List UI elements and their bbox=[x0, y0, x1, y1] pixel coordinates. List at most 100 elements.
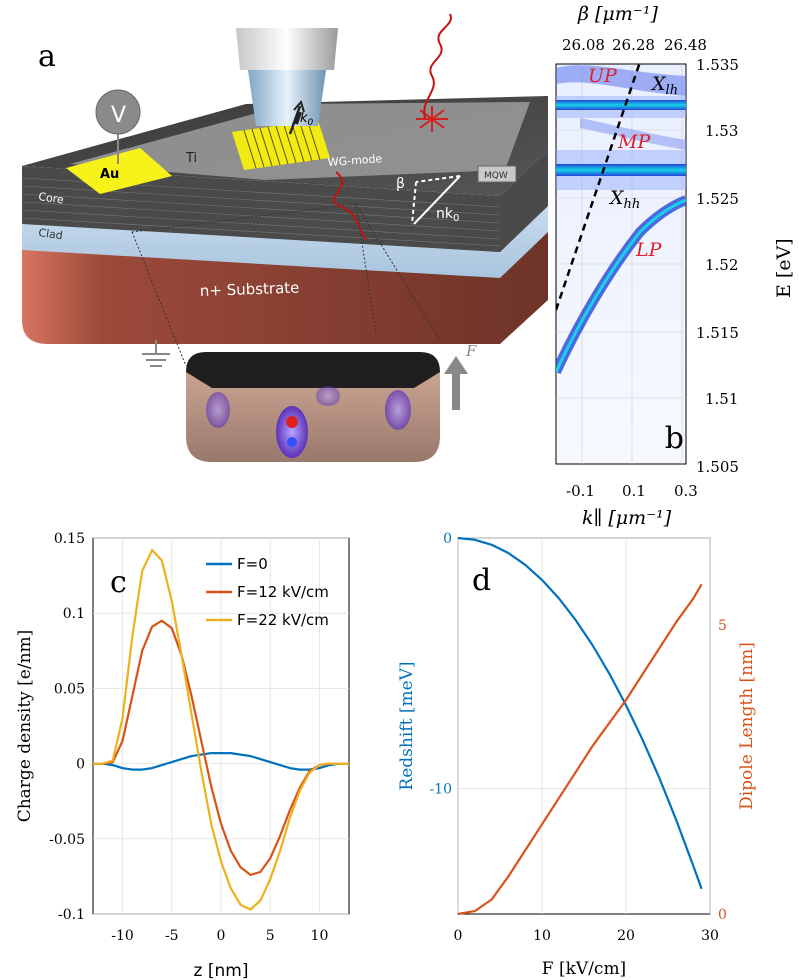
panel-d-xlabel: F [kV/cm] bbox=[542, 959, 626, 979]
right-tick: 1.53 bbox=[705, 122, 738, 140]
panel-c-legend: F=0 F=12 kV/cm F=22 kV/cm bbox=[206, 555, 329, 629]
panel-d-right-ticks: 50 bbox=[718, 618, 727, 923]
right-tick: 1.515 bbox=[696, 324, 739, 342]
y-tick-label: -0.1 bbox=[58, 907, 85, 923]
panel-d-left-label: Redshift [meV] bbox=[397, 661, 417, 790]
mqw-tag bbox=[477, 165, 517, 183]
panel-c-lines bbox=[93, 548, 349, 911]
panel-c-xlabel: z [nm] bbox=[194, 961, 249, 980]
panel-b-right-axis: 1.535 1.53 1.525 1.52 1.515 1.51 1.505 bbox=[696, 56, 739, 476]
series-line bbox=[93, 548, 349, 911]
ground-icon bbox=[142, 340, 170, 367]
field-label: F bbox=[465, 342, 477, 360]
panel-b-top-axis: 26.08 26.28 26.48 bbox=[562, 36, 707, 54]
excitons bbox=[206, 386, 411, 458]
panel-d-lines bbox=[457, 536, 703, 916]
panel-d-left-ticks: 0 -10 bbox=[429, 531, 452, 798]
panel-b-map bbox=[556, 64, 686, 464]
legend-label: F=22 kV/cm bbox=[237, 611, 329, 629]
panel-d: 0 10 20 30 0 -10 50 d Redshift [meV] Dipole … bbox=[397, 531, 757, 979]
y-tick-label: 0.15 bbox=[54, 531, 85, 547]
panel-c: -10 -5 0 5 10 0.15 0.1 0.05 0 -0.05 -0.1 c Charge… bbox=[15, 531, 350, 980]
panel-d-frame bbox=[457, 537, 711, 915]
grating-lines bbox=[243, 121, 321, 169]
legend-label: F=0 bbox=[237, 555, 268, 573]
label-up: UP bbox=[588, 65, 618, 87]
top-tick: 26.48 bbox=[664, 36, 707, 54]
right-tick: 1.525 bbox=[696, 190, 739, 208]
top-axis-label: β [μm⁻¹] bbox=[577, 3, 658, 25]
k0-arrow bbox=[288, 99, 305, 135]
clad-label: Clad bbox=[38, 226, 64, 242]
panel-d-grid bbox=[457, 537, 711, 914]
x-tick-label: -5 bbox=[165, 928, 179, 944]
label-mp: MP bbox=[617, 131, 651, 153]
beta-label: β bbox=[396, 176, 405, 192]
beta-arrows bbox=[411, 175, 461, 225]
x-tick-label: 10 bbox=[311, 928, 329, 944]
top-tick: 26.28 bbox=[612, 36, 655, 54]
panel-d-right-label: Dipole Length [nm] bbox=[737, 642, 757, 810]
objective-lens bbox=[236, 28, 338, 70]
y-tick-label: 0.05 bbox=[54, 681, 85, 697]
substrate-label: n+ Substrate bbox=[200, 279, 300, 300]
panel-c-x-ticks: -10 -5 0 5 10 bbox=[111, 928, 328, 944]
k0-label: k0 bbox=[300, 111, 314, 128]
series-line bbox=[457, 536, 703, 890]
left-tick-label: 0 bbox=[443, 531, 452, 547]
field-arrow bbox=[444, 356, 468, 410]
mqw-label: MQW bbox=[484, 171, 508, 181]
label-xhh: Xhh bbox=[608, 187, 640, 212]
x-tick-label: 20 bbox=[617, 928, 635, 944]
nk0-label: nk0 bbox=[436, 206, 459, 224]
bottom-tick: 0.3 bbox=[674, 482, 698, 500]
right-tick: 1.505 bbox=[696, 458, 739, 476]
top-tick: 26.08 bbox=[562, 36, 605, 54]
x-tick-label: 5 bbox=[266, 928, 275, 944]
bottom-tick: -0.1 bbox=[566, 482, 595, 500]
bottom-tick: 0.1 bbox=[622, 482, 646, 500]
legend-label: F=12 kV/cm bbox=[237, 583, 329, 601]
left-tick-label: -10 bbox=[429, 782, 452, 798]
voltage-label: V bbox=[111, 103, 126, 128]
right-tick: 1.52 bbox=[705, 256, 738, 274]
emission-burst bbox=[416, 106, 448, 132]
x-tick-label: -10 bbox=[111, 928, 134, 944]
y-tick-label: 0.1 bbox=[63, 606, 85, 622]
ti-label: Ti bbox=[185, 151, 197, 166]
x-tick-label: 0 bbox=[217, 928, 226, 944]
voltage-source bbox=[95, 89, 141, 135]
panel-b-letter: b bbox=[665, 421, 684, 456]
core-label: Core bbox=[38, 190, 65, 206]
bottom-axis-label: k∥ [μm⁻¹] bbox=[582, 507, 672, 529]
right-tick: 1.51 bbox=[705, 390, 738, 408]
panel-b: 26.08 26.28 26.48 β [μm⁻¹] -0.1 0.1 0.3 … bbox=[555, 3, 795, 529]
panel-c-ylabel: Charge density [e/nm] bbox=[15, 630, 35, 823]
x-tick-label: 10 bbox=[533, 928, 551, 944]
zoom-box bbox=[186, 372, 440, 462]
panel-a: a Au Ti bbox=[21, 13, 548, 462]
right-tick-label: 5 bbox=[718, 618, 727, 634]
series-line bbox=[457, 583, 703, 916]
right-axis-label: E [eV] bbox=[773, 238, 795, 298]
grating-coupler bbox=[232, 120, 330, 170]
objective-tip bbox=[248, 70, 326, 126]
y-tick-label: 0 bbox=[76, 757, 85, 773]
panel-b-bottom-axis: -0.1 0.1 0.3 bbox=[566, 482, 698, 500]
panel-c-letter: c bbox=[110, 565, 127, 600]
x-tick-label: 30 bbox=[701, 928, 719, 944]
panel-d-x-ticks: 0 10 20 30 bbox=[454, 928, 719, 944]
zoom-lines bbox=[131, 203, 441, 367]
panel-d-letter: d bbox=[472, 563, 491, 598]
au-label: Au bbox=[100, 167, 119, 182]
right-tick-label: 0 bbox=[718, 907, 727, 923]
wg-mode-label: WG-mode bbox=[327, 152, 383, 169]
right-tick: 1.535 bbox=[696, 56, 739, 74]
emitted-wave bbox=[423, 13, 452, 119]
label-lp: LP bbox=[635, 239, 663, 261]
label-xlh: Xlh bbox=[650, 73, 678, 98]
panel-c-y-ticks: 0.15 0.1 0.05 0 -0.05 -0.1 bbox=[49, 531, 85, 923]
panel-a-letter: a bbox=[38, 39, 56, 74]
zoom-box-top bbox=[186, 352, 440, 388]
